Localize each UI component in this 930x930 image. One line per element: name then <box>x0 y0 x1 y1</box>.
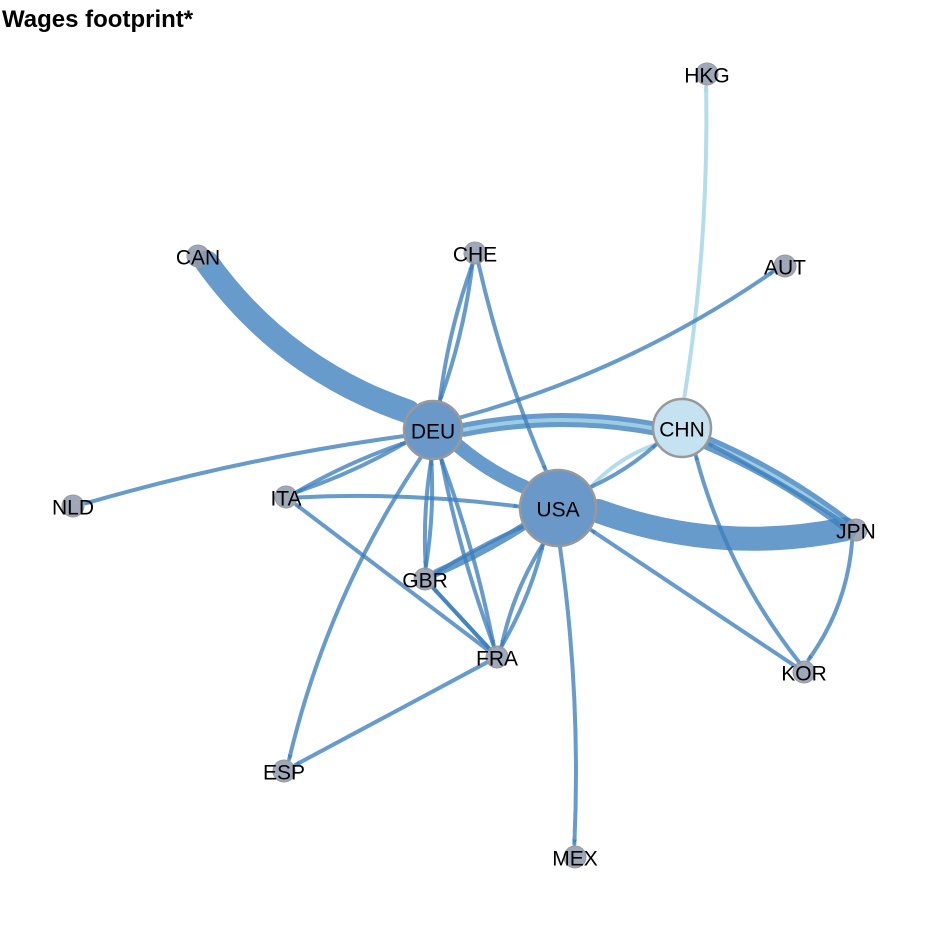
node-label-ita: ITA <box>270 488 301 511</box>
node-che: CHE <box>453 241 497 267</box>
node-can: CAN <box>176 244 220 270</box>
node-label-kor: KOR <box>781 663 827 686</box>
edge-deu-to-che <box>437 263 474 404</box>
edge-kor-to-chn <box>693 453 802 665</box>
chart-title: Wages footprint* <box>2 6 194 33</box>
edge-gbr-to-fra <box>430 585 491 650</box>
node-label-jpn: JPN <box>836 521 876 544</box>
node-label-esp: ESP <box>263 762 305 785</box>
node-circle-kor <box>792 660 816 684</box>
node-circle-mex <box>563 845 587 869</box>
edge-deu-to-ita <box>295 440 409 494</box>
edge-deu-to-gbr <box>422 456 434 569</box>
node-aut: AUT <box>764 254 806 280</box>
node-circle-jpn <box>844 518 868 542</box>
edge-usa-to-mex <box>557 543 578 847</box>
edge-gbr-to-deu <box>423 458 435 571</box>
node-nld: NLD <box>52 494 94 520</box>
edge-chn-to-deu <box>461 417 656 432</box>
node-label-aut: AUT <box>764 257 806 280</box>
node-label-hkg: HKG <box>684 65 730 88</box>
edge-chn-to-hkg <box>682 84 709 402</box>
edge-usa-to-fra <box>499 541 546 647</box>
edge-fra-to-esp <box>293 660 490 767</box>
node-circle-che <box>463 241 487 265</box>
edge-fra-to-ita <box>294 502 491 653</box>
node-label-chn: CHN <box>659 419 705 442</box>
node-mex: MEX <box>552 845 598 871</box>
node-jpn: JPN <box>836 518 876 544</box>
node-label-usa: USA <box>536 499 579 522</box>
node-deu: DEU <box>402 399 464 461</box>
node-usa: USA <box>518 468 598 548</box>
edge-deu-to-nld <box>83 433 407 506</box>
edge-che-to-deu <box>438 261 475 402</box>
node-circle-ita <box>274 485 298 509</box>
node-circle-fra <box>485 645 509 669</box>
node-circle-nld <box>61 494 85 518</box>
node-circle-esp <box>272 759 296 783</box>
node-circle-hkg <box>695 62 719 86</box>
node-kor: KOR <box>781 660 827 686</box>
node-label-nld: NLD <box>52 497 94 520</box>
node-chn: CHN <box>651 397 713 459</box>
edge-che-to-usa <box>476 261 548 472</box>
edge-chn-to-usa <box>589 441 660 489</box>
edge-kor-to-usa <box>589 528 797 668</box>
node-circle-deu <box>402 399 464 461</box>
node-gbr: GBR <box>402 567 448 593</box>
edge-fra-to-usa <box>499 543 545 649</box>
edge-can-to-deu <box>194 250 421 424</box>
edge-deu-to-esp <box>287 454 424 762</box>
node-hkg: HKG <box>684 62 730 88</box>
node-label-gbr: GBR <box>402 570 448 593</box>
edge-ita-to-usa <box>294 493 521 509</box>
node-label-che: CHE <box>453 244 497 267</box>
node-fra: FRA <box>476 645 518 671</box>
node-label-deu: DEU <box>411 421 455 444</box>
node-circle-aut <box>773 254 797 278</box>
edge-jpn-to-usa <box>585 498 858 551</box>
node-circle-gbr <box>413 567 437 591</box>
node-esp: ESP <box>263 759 305 785</box>
edge-ita-to-deu <box>294 440 407 495</box>
node-ita: ITA <box>270 485 302 511</box>
node-circle-usa <box>518 468 598 548</box>
node-label-can: CAN <box>176 247 220 270</box>
edge-jpn-to-kor <box>806 538 855 662</box>
node-label-mex: MEX <box>552 848 598 871</box>
node-circle-can <box>186 244 210 268</box>
edge-jpn-to-chn <box>706 441 849 527</box>
edge-deu-to-usa <box>450 438 532 494</box>
node-label-fra: FRA <box>476 648 518 671</box>
edge-gbr-to-usa <box>432 524 525 576</box>
node-circle-chn <box>651 397 713 459</box>
edge-usa-to-chn <box>587 442 658 490</box>
edge-deu-to-aut <box>457 269 776 420</box>
